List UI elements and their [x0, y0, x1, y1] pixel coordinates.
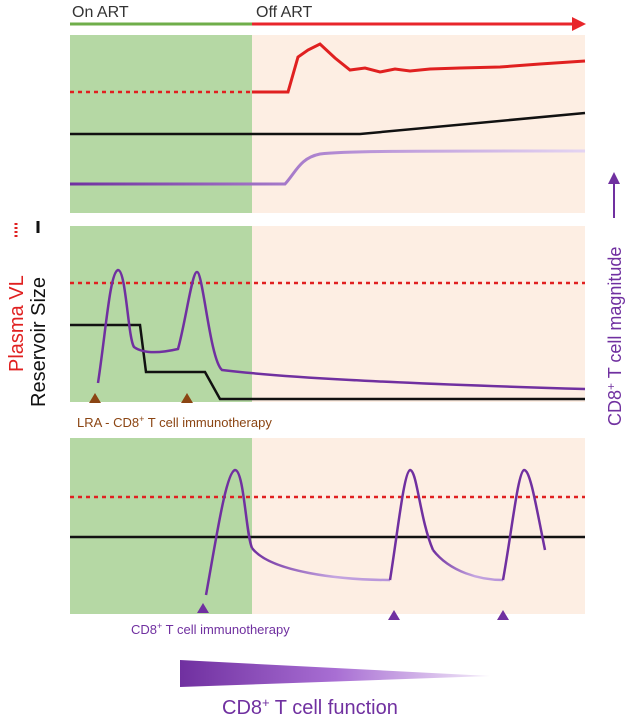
panel-2-treatment-annotation: LRA - CD8+ T cell immunotherapy [77, 414, 272, 430]
panel-1-on-art-background [70, 35, 252, 213]
right-axis-legend: CD8+ T cell magnitude [604, 172, 625, 426]
panel-3-off-art-background [252, 438, 585, 614]
panel-2: LRA - CD8+ T cell immunotherapy [70, 226, 586, 430]
reservoir-size-label: Reservoir Size [28, 277, 50, 407]
panel-1 [70, 35, 586, 213]
cd8-magnitude-label: CD8+ T cell magnitude [604, 247, 625, 426]
cd8-magnitude-arrowhead [608, 172, 620, 184]
panel-3-treatment-marker-3 [497, 610, 509, 620]
panel-1-off-art-background [252, 35, 585, 213]
panel-2-cd8-line [96, 268, 586, 391]
header: On ART Off ART [70, 4, 586, 31]
panel-1-reservoir-line [70, 111, 586, 136]
panel-3-cd8-decay-1 [251, 547, 391, 582]
panel-3-cd8-peak-1 [204, 468, 254, 596]
panel-3-cd8-peak-3 [501, 468, 547, 581]
panel-3-cd8-decay-2 [432, 549, 504, 582]
left-axis-legend: Plasma VL Reservoir Size [6, 221, 50, 407]
panel-3-treatment-marker-2 [388, 610, 400, 620]
panel-2-off-art-background [252, 226, 585, 402]
off-art-arrowhead [572, 17, 586, 31]
cd8-function-wedge [180, 660, 490, 687]
cd8-function-gradient: CD8+ T cell function [180, 660, 490, 717]
panel-3-on-art-background [70, 438, 252, 614]
panel-1-plasma-vl-rebound [252, 42, 586, 94]
on-art-label: On ART [72, 4, 129, 21]
cd8-function-label: CD8+ T cell function [222, 695, 398, 717]
panel-2-on-art-background [70, 226, 252, 402]
panel-1-cd8-line [70, 149, 586, 186]
panel-3-cd8-peak-2 [388, 468, 435, 581]
panel-3-treatment-annotation: CD8+ T cell immunotherapy [131, 621, 290, 637]
panel-3-treatment-marker-1 [197, 603, 209, 613]
panel-2-treatment-marker-2 [181, 393, 193, 403]
panel-3: CD8+ T cell immunotherapy [70, 438, 585, 637]
panel-2-treatment-marker-1 [89, 393, 101, 403]
off-art-label: Off ART [256, 4, 313, 21]
plasma-vl-label: Plasma VL [6, 275, 28, 372]
